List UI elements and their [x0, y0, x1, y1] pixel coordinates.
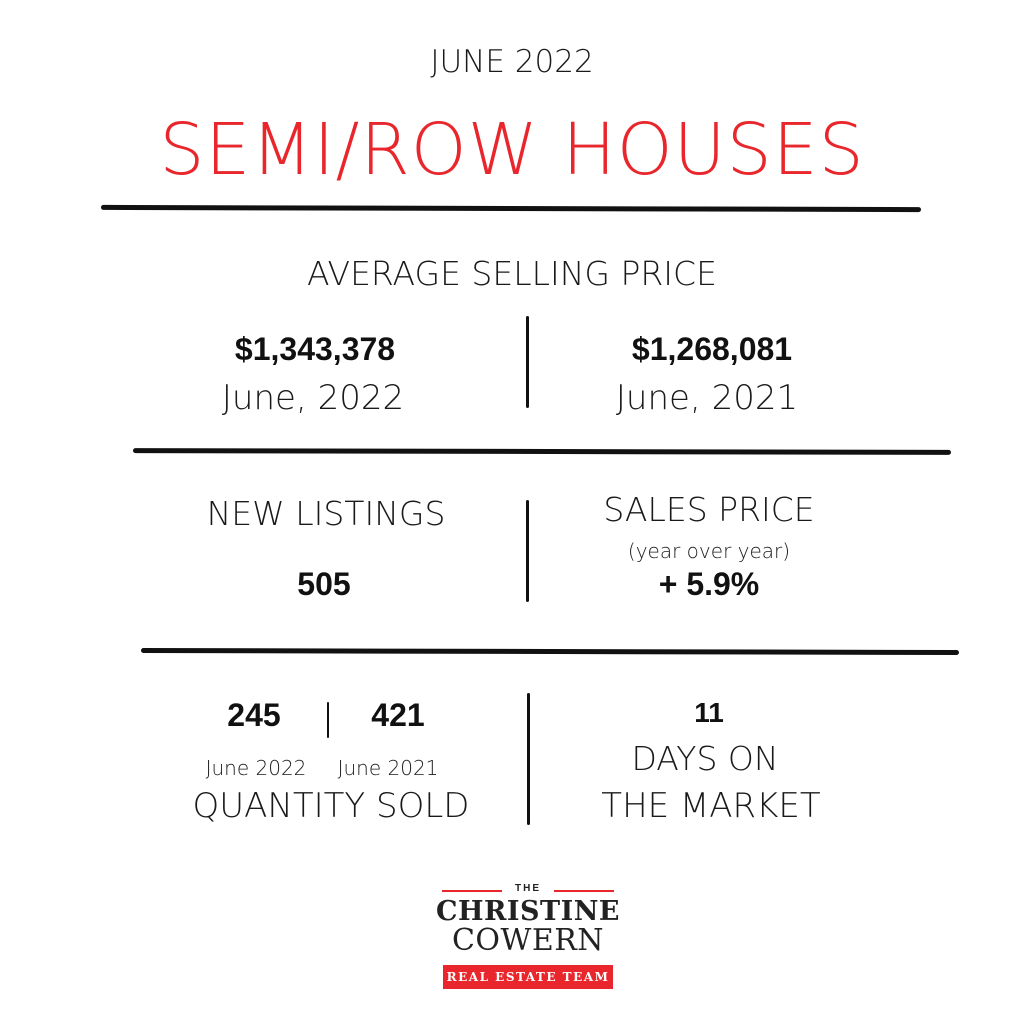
average-price-2022-date: June, 2022 — [221, 378, 405, 418]
logo-the: THE — [515, 883, 541, 894]
sales-price-change: + 5.9% — [658, 566, 760, 602]
average-price-2022: $1,343,378 — [234, 331, 396, 367]
days-on-market-label-line2: THE MARKET — [601, 786, 821, 826]
sales-price-label: SALES PRICE — [603, 490, 815, 529]
quantity-sold-2022: 245 — [227, 697, 281, 733]
month-heading: JUNE 2022 — [430, 44, 594, 80]
average-price-2021: $1,268,081 — [631, 331, 793, 367]
days-on-market-value: 11 — [694, 697, 724, 728]
logo-name-last: COWERN — [451, 923, 605, 958]
new-listings-label: NEW LISTINGS — [206, 494, 446, 533]
quantity-sold-2021: 421 — [371, 697, 425, 733]
divider-bottom — [140, 648, 960, 655]
average-price-2021-date: June, 2021 — [615, 378, 799, 418]
new-listings-value: 505 — [297, 566, 351, 602]
sales-price-note: (year over year) — [627, 539, 791, 563]
logo-rule-left — [442, 890, 502, 892]
logo-the-row: THE — [442, 883, 614, 897]
quantity-sold-2022-date: June 2022 — [205, 756, 307, 780]
quantity-separator — [327, 702, 329, 738]
vertical-divider-price — [526, 316, 529, 408]
divider-top — [100, 204, 922, 213]
average-selling-price-label: AVERAGE SELLING PRICE — [307, 254, 717, 293]
divider-middle — [132, 448, 952, 455]
days-on-market-label-line1: DAYS ON — [631, 739, 779, 778]
quantity-sold-label: QUANTITY SOLD — [192, 786, 470, 826]
vertical-divider-quantity — [527, 693, 530, 825]
vertical-divider-listings — [526, 500, 529, 602]
logo-name-first: CHRISTINE — [435, 896, 621, 927]
page-title: SEMI/ROW HOUSES — [159, 108, 865, 191]
team-logo: THE CHRISTINE COWERN REAL ESTATE TEAM — [432, 876, 624, 996]
quantity-sold-2021-date: June 2021 — [337, 756, 439, 780]
logo-badge: REAL ESTATE TEAM — [443, 965, 613, 989]
logo-rule-right — [554, 890, 614, 892]
